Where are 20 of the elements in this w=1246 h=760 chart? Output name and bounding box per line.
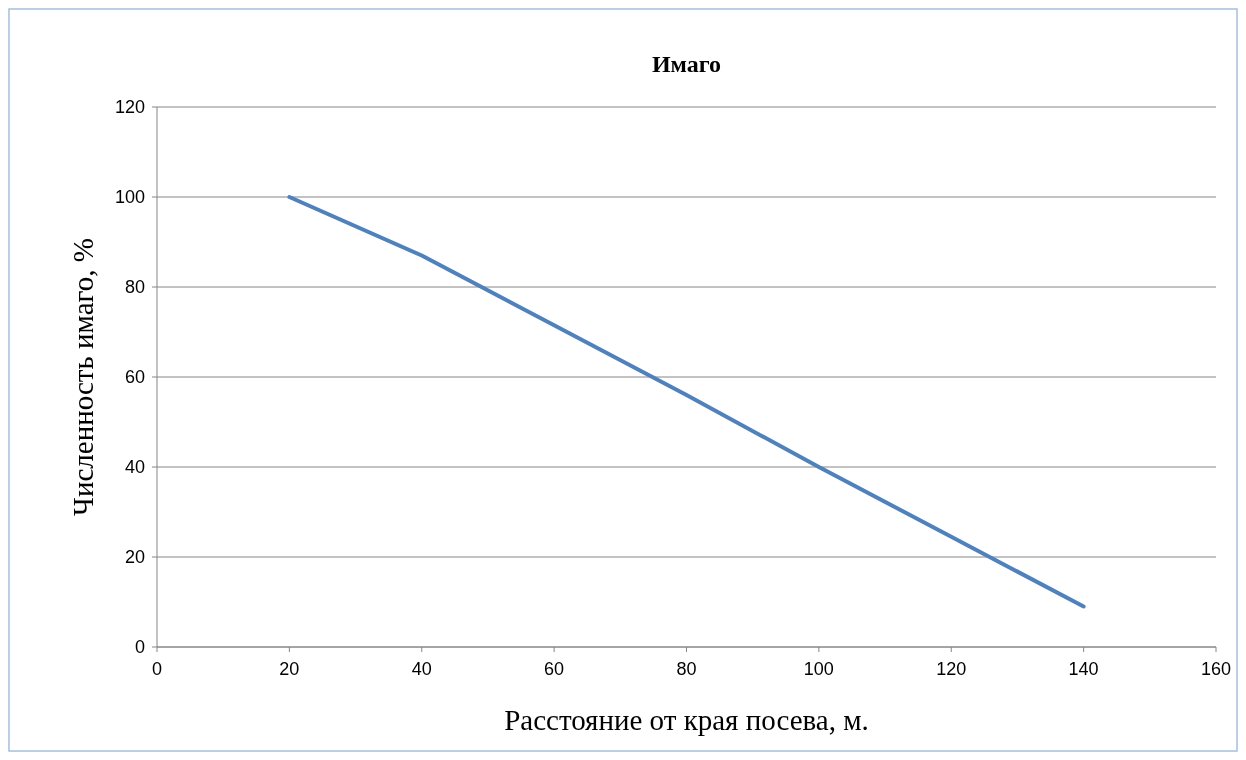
x-tick-label: 80 [676,659,697,679]
x-tick-label: 120 [936,659,967,679]
y-tick-label: 100 [114,187,145,208]
x-tick-label: 40 [411,659,432,679]
line-series [287,195,1086,609]
y-tick-label: 20 [124,547,145,568]
y-tick-label: 80 [124,277,145,298]
y-tick-label: 60 [124,367,145,388]
x-tick-label: 20 [279,659,300,679]
x-tick-label: 160 [1200,659,1232,679]
y-tick-label: 40 [124,457,145,478]
x-axis-title: Расстояние от края посева, м. [504,704,869,736]
y-tick-label: 120 [114,97,145,118]
x-tick-label: 0 [151,659,163,679]
chart-title: Имаго [651,51,722,77]
y-axis-title: Численность имаго, % [67,238,99,516]
x-tick-label: 140 [1068,659,1099,679]
x-tick-label: 60 [544,659,565,679]
x-tick-label: 100 [803,659,834,679]
y-tick-label: 0 [134,637,145,658]
